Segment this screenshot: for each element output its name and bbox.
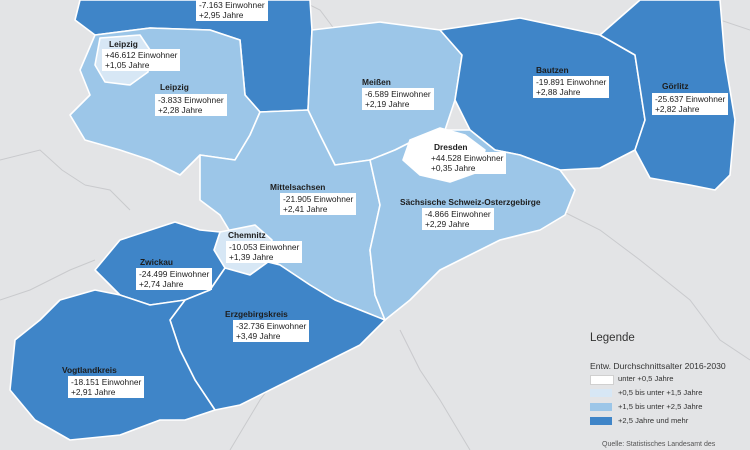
label-mittelsachsen: -21.905 Einwohner +2,41 Jahre [280, 193, 357, 215]
region-name-mittelsachsen: Mittelsachsen [270, 182, 326, 192]
jahre-goerlitz: +2,82 Jahre [655, 104, 700, 114]
einwohner-chemnitz: -10.053 Einwohner [229, 242, 300, 252]
label-leipzig-land: -3.833 Einwohner +2,28 Jahre [155, 94, 227, 116]
label-saechsische-schweiz: -4.866 Einwohner +2,29 Jahre [422, 208, 494, 230]
label-erzgebirgskreis: -32.736 Einwohner +3,49 Jahre [233, 320, 310, 342]
label-bautzen: -19.891 Einwohner +2,88 Jahre [533, 76, 610, 98]
jahre-nordsachsen: +2,95 Jahre [199, 10, 244, 20]
region-name-chemnitz: Chemnitz [228, 230, 266, 240]
region-name-vogtlandkreis: Vogtlandkreis [62, 365, 117, 375]
legend-item-label: +2,5 Jahre und mehr [618, 416, 689, 425]
region-name-dresden: Dresden [434, 142, 468, 152]
legend-title: Legende [590, 332, 635, 344]
jahre-chemnitz: +1,39 Jahre [229, 252, 274, 262]
einwohner-leipzig-stadt: +46.612 Einwohner [105, 50, 178, 60]
einwohner-meissen: -6.589 Einwohner [365, 89, 431, 99]
jahre-bautzen: +2,88 Jahre [536, 87, 581, 97]
legend-item-label: +1,5 bis unter +2,5 Jahre [618, 402, 703, 411]
jahre-leipzig-stadt: +1,05 Jahre [105, 60, 150, 70]
label-nordsachsen: -7.163 Einwohner +2,95 Jahre [196, 0, 268, 21]
label-goerlitz: -25.637 Einwohner +2,82 Jahre [652, 93, 729, 115]
legend-item-label: unter +0,5 Jahre [618, 374, 674, 383]
jahre-vogtlandkreis: +2,91 Jahre [71, 387, 116, 397]
region-name-leipzig-land: Leipzig [160, 82, 189, 92]
einwohner-zwickau: -24.499 Einwohner [139, 269, 210, 279]
label-zwickau: -24.499 Einwohner +2,74 Jahre [136, 268, 213, 290]
jahre-leipzig-land: +2,28 Jahre [158, 105, 203, 115]
legend-swatch [590, 389, 612, 397]
region-name-erzgebirgskreis: Erzgebirgskreis [225, 309, 288, 319]
einwohner-dresden: +44.528 Einwohner [431, 153, 504, 163]
jahre-zwickau: +2,74 Jahre [139, 279, 184, 289]
region-name-meissen: Meißen [362, 77, 391, 87]
legend: Legende Entw. Durchschnittsalter 2016-20… [586, 332, 750, 450]
jahre-erzgebirgskreis: +3,49 Jahre [236, 331, 281, 341]
region-vogtlandkreis[interactable] [9, 289, 216, 441]
legend-subtitle: Entw. Durchschnittsalter 2016-2030 [590, 361, 726, 371]
legend-swatch [590, 375, 614, 385]
einwohner-goerlitz: -25.637 Einwohner [655, 94, 726, 104]
label-dresden: +44.528 Einwohner +0,35 Jahre [428, 152, 507, 174]
einwohner-vogtlandkreis: -18.151 Einwohner [71, 377, 142, 387]
label-vogtlandkreis: -18.151 Einwohner +2,91 Jahre [68, 376, 145, 398]
einwohner-bautzen: -19.891 Einwohner [536, 77, 607, 87]
legend-item-label: +0,5 bis unter +1,5 Jahre [618, 388, 703, 397]
einwohner-nordsachsen: -7.163 Einwohner [199, 0, 265, 10]
region-name-saechsische-schweiz: Sächsische Schweiz-Osterzgebirge [400, 197, 541, 207]
label-chemnitz: -10.053 Einwohner +1,39 Jahre [226, 241, 303, 263]
region-name-bautzen: Bautzen [536, 65, 569, 75]
jahre-saechsische-schweiz: +2,29 Jahre [425, 219, 470, 229]
einwohner-leipzig-land: -3.833 Einwohner [158, 95, 224, 105]
label-meissen: -6.589 Einwohner +2,19 Jahre [362, 88, 434, 110]
einwohner-erzgebirgskreis: -32.736 Einwohner [236, 321, 307, 331]
jahre-mittelsachsen: +2,41 Jahre [283, 204, 328, 214]
source-note: Quelle: Statistisches Landesamt des [602, 441, 716, 448]
einwohner-mittelsachsen: -21.905 Einwohner [283, 194, 354, 204]
jahre-dresden: +0,35 Jahre [431, 163, 476, 173]
region-name-leipzig-stadt: Leipzig [109, 39, 138, 49]
legend-swatch [590, 417, 612, 425]
legend-swatch [590, 403, 612, 411]
region-name-goerlitz: Görlitz [662, 81, 689, 91]
jahre-meissen: +2,19 Jahre [365, 99, 410, 109]
einwohner-saechsische-schweiz: -4.866 Einwohner [425, 209, 491, 219]
label-leipzig-stadt: +46.612 Einwohner +1,05 Jahre [102, 49, 181, 71]
region-name-zwickau: Zwickau [140, 257, 174, 267]
